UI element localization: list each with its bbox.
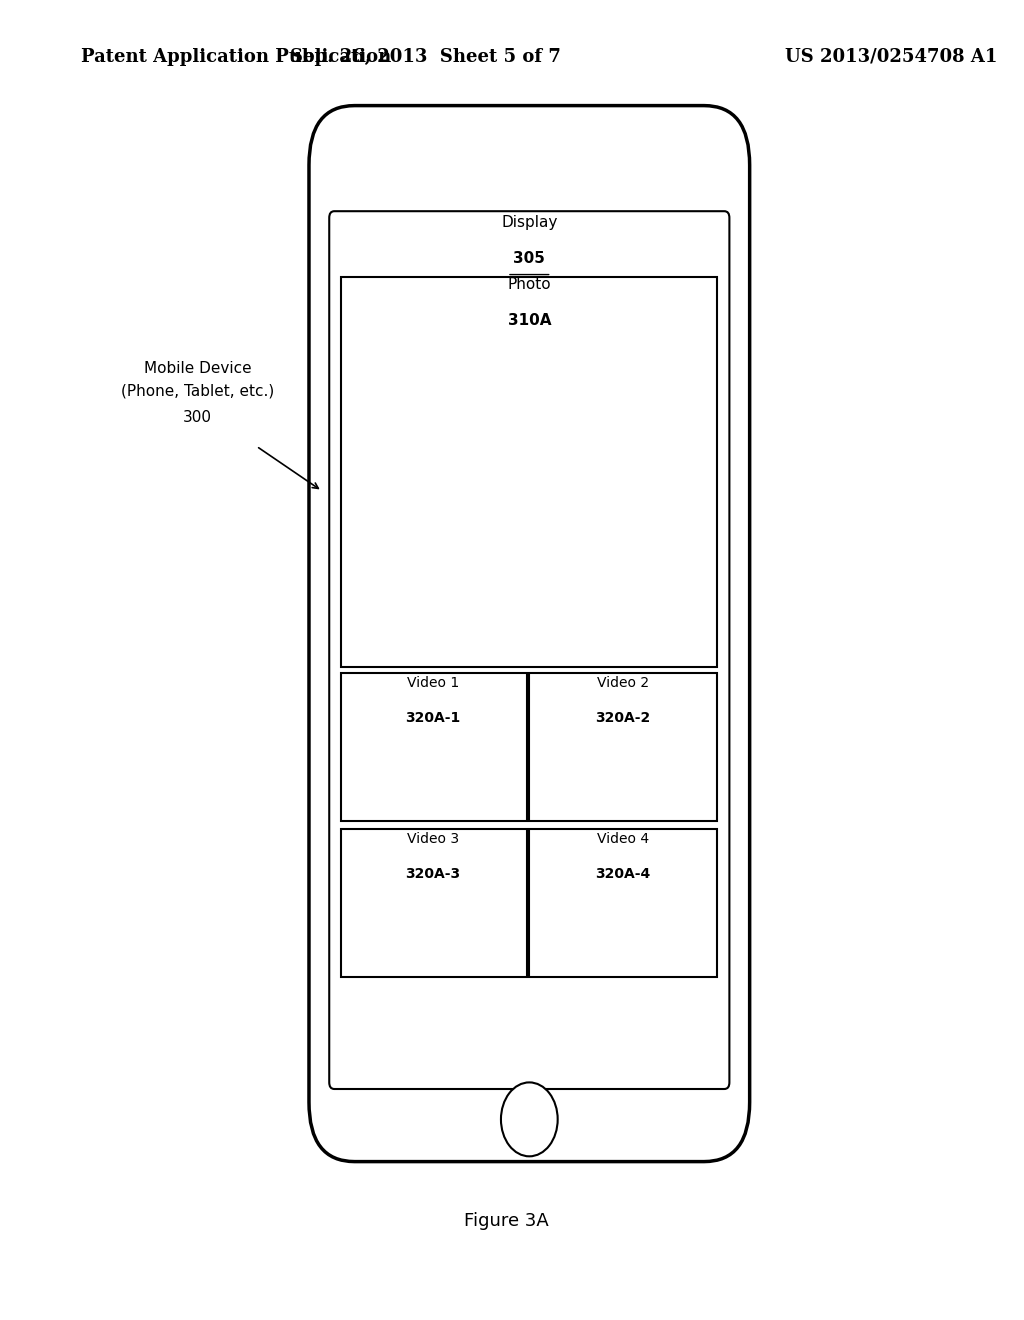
Text: 320A-3: 320A-3 (406, 867, 461, 882)
Text: Display: Display (501, 215, 557, 230)
Bar (341, 829, 526, 977)
FancyBboxPatch shape (309, 106, 750, 1162)
FancyBboxPatch shape (330, 211, 729, 1089)
Text: 320A-1: 320A-1 (406, 711, 461, 726)
Circle shape (501, 1082, 558, 1156)
Text: Video 2: Video 2 (597, 676, 649, 690)
Text: 305: 305 (513, 251, 545, 265)
Text: 320A-4: 320A-4 (595, 867, 650, 882)
Text: Mobile Device: Mobile Device (143, 362, 251, 376)
Text: 300: 300 (183, 411, 212, 425)
Text: Figure 3A: Figure 3A (464, 1212, 549, 1230)
Bar (341, 673, 526, 821)
Text: Sep. 26, 2013  Sheet 5 of 7: Sep. 26, 2013 Sheet 5 of 7 (290, 48, 561, 66)
Bar (341, 277, 717, 667)
Text: Video 4: Video 4 (597, 832, 649, 846)
Text: 320A-2: 320A-2 (595, 711, 650, 726)
Text: Video 3: Video 3 (407, 832, 459, 846)
Bar (528, 829, 717, 977)
Text: Patent Application Publication: Patent Application Publication (81, 48, 391, 66)
Text: Photo: Photo (508, 277, 551, 292)
Text: 310A: 310A (508, 313, 551, 327)
Text: US 2013/0254708 A1: US 2013/0254708 A1 (785, 48, 997, 66)
Text: Video 1: Video 1 (407, 676, 459, 690)
Bar (528, 673, 717, 821)
Text: (Phone, Tablet, etc.): (Phone, Tablet, etc.) (121, 384, 274, 399)
